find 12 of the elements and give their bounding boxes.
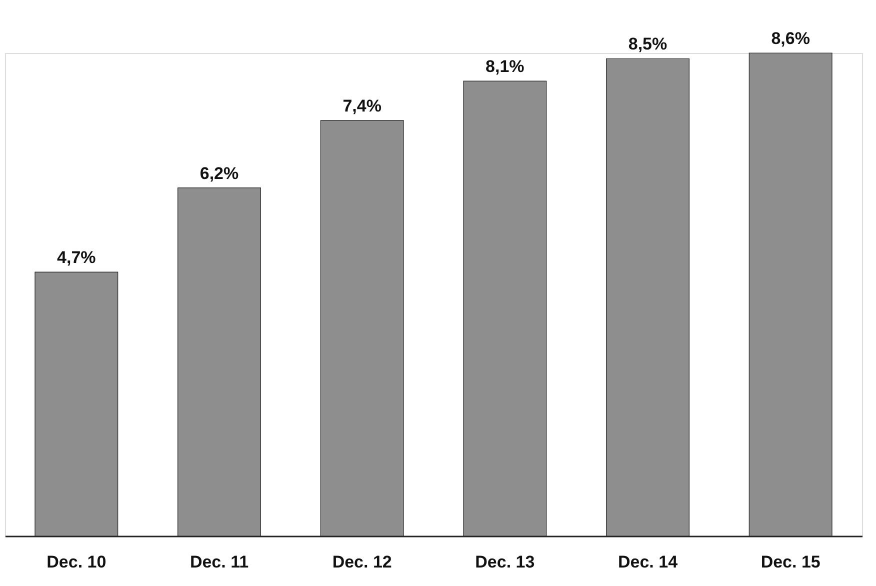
- x-tick-label: Dec. 14: [618, 552, 678, 572]
- data-label: 6,2%: [200, 164, 239, 183]
- data-label: 7,4%: [342, 96, 382, 116]
- data-label: 8,1%: [486, 57, 524, 76]
- x-tick-label: Dec. 12: [332, 552, 392, 572]
- data-label: 4,7%: [57, 248, 96, 268]
- x-tick-label: Dec. 15: [760, 552, 820, 572]
- x-tick-label: Dec. 11: [190, 552, 249, 572]
- data-label: 8,5%: [628, 34, 668, 54]
- x-tick-label: Dec. 13: [475, 552, 535, 572]
- data-label: 8,6%: [771, 29, 810, 48]
- x-tick-label: Dec. 10: [46, 552, 106, 572]
